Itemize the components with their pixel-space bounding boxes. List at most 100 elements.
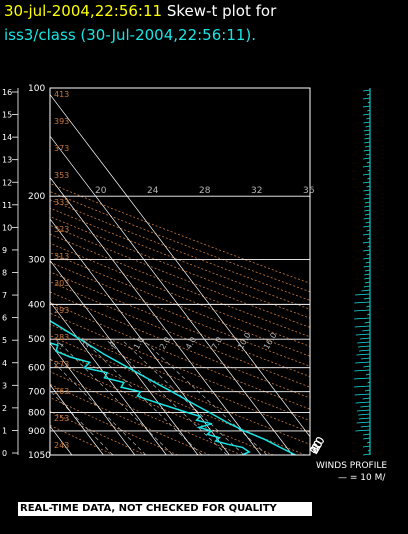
wind-barb <box>367 313 371 316</box>
wind-barb <box>362 241 371 244</box>
wind-barb <box>361 289 371 292</box>
wind-barb <box>366 305 371 308</box>
height-tick-label: 5 <box>2 336 7 345</box>
wind-barb <box>366 229 371 232</box>
mixing-label: 32 <box>251 186 262 196</box>
wind-barb <box>353 377 371 380</box>
wind-barb <box>356 409 371 412</box>
height-tick-label: 9 <box>2 246 7 255</box>
isotherm <box>50 135 293 455</box>
dry-adiabat <box>50 424 114 455</box>
isotherm <box>50 301 167 455</box>
wind-barb <box>363 297 371 300</box>
theta-label: 413 <box>54 90 69 99</box>
wind-barb <box>358 417 371 420</box>
theta-label: 323 <box>54 225 69 234</box>
bottom-mixing-label: 10.0 <box>236 331 253 351</box>
mixing-label: 36 <box>303 186 315 196</box>
wind-barb <box>367 381 371 384</box>
plot-area <box>50 88 310 455</box>
winds-profile-label: WINDS PROFILE <box>316 461 388 471</box>
wind-barb <box>358 345 371 348</box>
theta-label: 333 <box>54 198 69 207</box>
bottom-mixing-label: 4.0 <box>184 335 198 351</box>
pressure-tick-label: 300 <box>28 255 45 265</box>
wind-barb <box>367 237 371 240</box>
pressure-tick-label: 1050 <box>28 451 51 461</box>
height-tick-label: 0 <box>2 449 7 458</box>
wind-barb <box>363 149 371 152</box>
wind-barb <box>354 317 371 320</box>
height-tick-label: 7 <box>2 291 7 300</box>
wind-barb <box>366 185 371 188</box>
theta-label: 293 <box>54 306 69 315</box>
wind-barb <box>363 285 371 288</box>
wind-barb <box>360 337 371 340</box>
wind-barb <box>365 125 371 128</box>
wind-barb <box>362 445 371 448</box>
theta-label: 393 <box>54 117 69 126</box>
theta-label: 353 <box>54 171 69 180</box>
wind-barb <box>363 89 371 92</box>
bottom-mixing-label: 1.0 <box>132 335 146 351</box>
wind-barb <box>362 329 371 332</box>
dry-adiabat <box>50 271 310 378</box>
mixing-label: 24 <box>147 186 159 196</box>
wind-barb <box>363 249 371 252</box>
wind-barb <box>363 365 371 368</box>
pressure-tick-label: 900 <box>28 427 45 437</box>
plot-frame <box>49 87 311 456</box>
wind-barb <box>363 113 371 116</box>
dry-adiabat <box>50 183 310 284</box>
isotherm <box>50 218 230 455</box>
winds-scale-label: — = 10 M/ <box>338 473 386 483</box>
height-tick-label: 1 <box>2 426 7 435</box>
wind-barb <box>364 209 371 212</box>
wind-barb <box>363 197 371 200</box>
wind-barb <box>354 385 371 388</box>
wind-barb <box>363 265 371 268</box>
wind-barb <box>367 109 371 112</box>
dewpoint-trace <box>50 342 251 455</box>
isotherm <box>50 176 262 455</box>
wind-barb <box>363 181 371 184</box>
wind-barb <box>361 357 371 360</box>
temperature-trace <box>50 319 296 455</box>
dry-adiabat <box>50 261 310 367</box>
height-tick-label: 8 <box>2 269 7 278</box>
pressure-tick-label: 200 <box>28 192 45 202</box>
height-tick-label: 12 <box>2 178 12 187</box>
height-tick-label: 4 <box>2 359 7 368</box>
theta-label: 313 <box>54 252 69 261</box>
wind-barb <box>354 325 371 328</box>
dry-adiabat <box>50 383 210 455</box>
isotherm <box>50 384 104 455</box>
height-tick-label: 14 <box>2 133 12 142</box>
wind-barb <box>358 413 371 416</box>
wind-barb <box>355 333 371 336</box>
wind-barb <box>365 373 371 376</box>
wind-barb <box>354 301 371 304</box>
wind-barb <box>363 217 371 220</box>
pressure-tick-label: 800 <box>28 409 45 419</box>
mixing-label: 28 <box>199 186 211 196</box>
mixing-label: 20 <box>95 186 107 196</box>
wind-barb <box>364 133 371 136</box>
mixing-ratio-line <box>55 338 174 455</box>
wind-barb <box>364 201 371 204</box>
wind-barb <box>365 221 371 224</box>
wind-barb <box>365 193 371 196</box>
wind-barb <box>364 389 371 392</box>
wind-barb <box>367 101 371 104</box>
wind-barb <box>364 273 371 276</box>
wind-barb <box>366 93 371 96</box>
wind-barb <box>365 153 371 156</box>
wind-barb <box>356 353 371 356</box>
dry-adiabat <box>50 371 242 455</box>
wind-barb <box>363 233 371 236</box>
wind-barb <box>362 97 371 100</box>
wind-barb <box>355 293 371 296</box>
height-tick-label: 3 <box>2 381 7 390</box>
wind-barb <box>363 121 371 124</box>
